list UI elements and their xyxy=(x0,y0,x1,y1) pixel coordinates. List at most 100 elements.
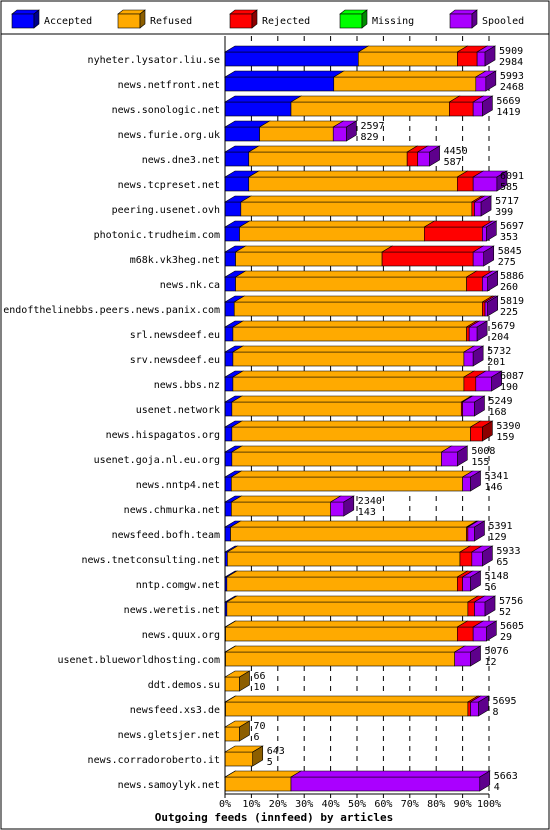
bar-segment-rejected xyxy=(457,626,474,642)
bar-segment-top-refused xyxy=(289,95,461,103)
bar-segment-top-rejected xyxy=(380,245,485,253)
bar-side xyxy=(486,220,497,242)
bar-segment-refused xyxy=(225,626,458,642)
bar-segment-refused xyxy=(235,251,383,267)
value-labels: 5909298459932468566914192597829445058760… xyxy=(254,46,525,793)
bar-segment-accepted xyxy=(224,326,234,342)
host-label-srl-newsdeef-eu: srl.newsdeef.eu xyxy=(130,330,220,341)
legend-label-spooled: Spooled xyxy=(482,16,524,27)
bar-segment-spooled xyxy=(474,601,486,617)
bar-side xyxy=(239,670,250,692)
bar-segment-refused xyxy=(231,501,331,517)
accepted-count: 12 xyxy=(485,657,497,668)
bar-segment-top-refused xyxy=(247,145,419,153)
legend-item-accepted: Accepted xyxy=(11,9,92,29)
bar-side xyxy=(487,270,498,292)
offered-count: 5886 xyxy=(500,271,524,282)
bar-segment-refused xyxy=(239,226,425,242)
host-label-news-quux-org: news.quux.org xyxy=(142,630,220,641)
host-label-newsfeed-bofh-team: newsfeed.bofh.team xyxy=(112,530,220,541)
offered-count: 5249 xyxy=(488,396,512,407)
bar-row-nyheter-lysator-liu-se xyxy=(223,45,497,67)
bar-segment-top-refused xyxy=(224,695,479,703)
bar-segment-accepted xyxy=(224,226,240,242)
bar-segment-refused xyxy=(227,551,461,567)
bar-side xyxy=(482,95,493,117)
offered-count: 5390 xyxy=(496,421,520,432)
legend-label-rejected: Rejected xyxy=(262,16,310,27)
offered-count: 5993 xyxy=(500,71,524,82)
host-label-news-bbs-nz: news.bbs.nz xyxy=(154,380,220,391)
bar-segment-top-refused xyxy=(234,270,478,278)
host-label-usenet-goja-nl-eu-org: usenet.goja.nl.eu.org xyxy=(94,455,220,466)
accepted-count: 159 xyxy=(496,432,514,443)
bar-segment-rejected xyxy=(482,301,486,317)
bar-segment-accepted xyxy=(224,176,250,192)
bar-row-srv-newsdeef-eu xyxy=(223,345,485,367)
bar-segment-accepted xyxy=(224,526,231,542)
offered-count: 4450 xyxy=(444,146,468,157)
host-label-news-hispagatos-org: news.hispagatos.org xyxy=(106,430,220,441)
offered-count: 6087 xyxy=(500,371,524,382)
bar-row-news-furie-org-uk xyxy=(223,120,358,142)
host-label-news-samoylyk-net: news.samoylyk.net xyxy=(118,780,220,791)
bar-side xyxy=(485,70,497,92)
host-label-news-weretis-net: news.weretis.net xyxy=(124,605,220,616)
bar-segment-top-accepted xyxy=(223,95,303,103)
bar-row-news-chmurka-net xyxy=(223,495,355,517)
host-label-news-chmurka-net: news.chmurka.net xyxy=(124,505,220,516)
accepted-count: 65 xyxy=(496,557,508,568)
host-labels: nyheter.lysator.liu.se news.netfront.net n… xyxy=(3,55,220,791)
offered-count: 5391 xyxy=(488,521,512,532)
bar-row-news-weretis-net xyxy=(223,595,497,617)
host-label-news-tcpreset-net: news.tcpreset.net xyxy=(118,180,220,191)
offered-count: 5732 xyxy=(487,346,511,357)
x-tick-label-40: 40% xyxy=(322,799,340,810)
offered-count: 5717 xyxy=(495,196,519,207)
bar-segment-refused xyxy=(248,151,408,167)
x-tick-label-10: 10% xyxy=(242,799,260,810)
bar-segment-refused xyxy=(240,201,473,217)
accepted-count: 201 xyxy=(487,357,505,368)
bar-segment-top-spooled xyxy=(289,770,491,778)
bar-segment-spooled xyxy=(454,651,471,667)
host-label-news-nntp4-net: news.nntp4.net xyxy=(136,480,220,491)
offered-count: 70 xyxy=(254,721,266,732)
bar-segment-top-refused xyxy=(230,420,482,428)
bar-row-news-sonologic-net xyxy=(223,95,494,117)
bar-segment-refused xyxy=(248,176,458,192)
bar-segment-top-refused xyxy=(224,645,466,653)
offered-count: 2340 xyxy=(358,496,382,507)
bar-segment-top-accepted xyxy=(223,70,345,78)
bar-segment-refused xyxy=(290,101,450,117)
accepted-count: 2984 xyxy=(499,57,523,68)
bar-segment-rejected xyxy=(381,251,474,267)
x-tick-label-50: 50% xyxy=(348,799,366,810)
legend-swatch-spooled xyxy=(449,13,473,29)
bar-row-news-corradoroberto-it xyxy=(223,745,264,767)
bar-side xyxy=(480,195,492,217)
legend-swatch-missing xyxy=(339,13,363,29)
x-tick-label-80: 80% xyxy=(427,799,445,810)
bar-segment-spooled xyxy=(472,176,498,192)
legend-swatch-side xyxy=(251,9,258,29)
bar-segment-top-rejected xyxy=(423,220,494,228)
bars xyxy=(223,45,509,792)
host-label-ddt-demos-su: ddt.demos.su xyxy=(148,680,220,691)
bar-segment-rejected xyxy=(459,551,473,567)
accepted-count: 585 xyxy=(500,182,518,193)
bar-side xyxy=(478,695,489,717)
bar-row-usenet-network xyxy=(223,395,486,417)
offered-count: 66 xyxy=(254,671,266,682)
bar-segment-accepted xyxy=(224,451,233,467)
accepted-count: 587 xyxy=(444,157,462,168)
bar-segment-top-refused xyxy=(225,595,479,603)
accepted-count: 10 xyxy=(254,682,266,693)
x-tick-label-20: 20% xyxy=(269,799,287,810)
host-label-news-nk-ca: news.nk.ca xyxy=(160,280,220,291)
bar-segment-refused xyxy=(231,451,442,467)
bar-segment-rejected xyxy=(467,701,471,717)
bar-side xyxy=(474,520,485,542)
